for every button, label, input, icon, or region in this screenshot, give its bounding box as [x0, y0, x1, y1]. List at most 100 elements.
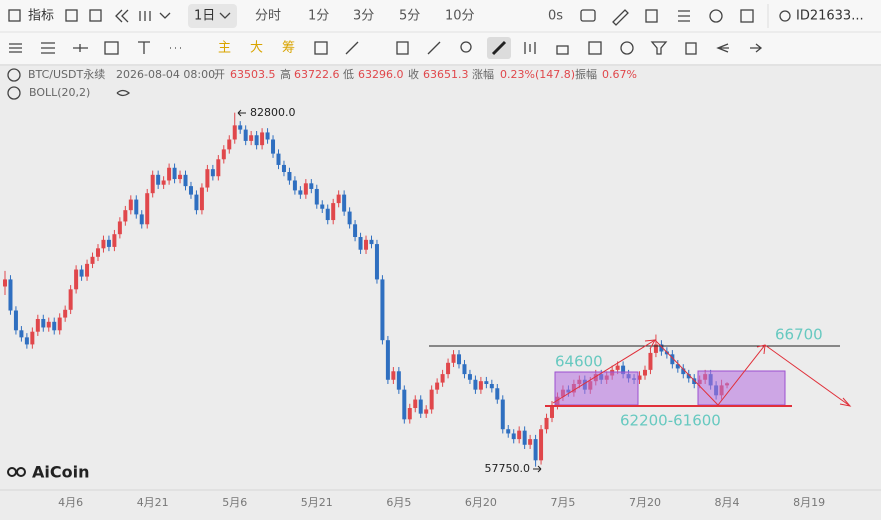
undo-icon[interactable]	[716, 43, 729, 53]
amplitude-label: 振幅	[575, 67, 597, 81]
visibility-icon[interactable]	[116, 89, 131, 97]
candle-body	[446, 362, 451, 375]
candle-body	[161, 180, 166, 185]
candle-body	[188, 186, 193, 195]
candle-body	[254, 135, 259, 146]
interval-button[interactable]: 1日	[194, 9, 215, 24]
x-tick-label: 4月6	[58, 496, 83, 509]
big-order-button[interactable]: 大	[250, 41, 263, 56]
open-label: 开	[214, 68, 225, 81]
candle-body	[210, 169, 215, 177]
tool-icon[interactable]	[345, 41, 359, 55]
zoom-icon[interactable]	[460, 41, 472, 53]
menu-icon[interactable]	[9, 43, 22, 53]
interval-option[interactable]: 5分	[399, 9, 420, 24]
tool-icon[interactable]	[524, 42, 536, 54]
candle-body	[358, 237, 363, 250]
candle-body	[281, 164, 286, 172]
candle-body	[74, 269, 79, 290]
candle-body	[167, 167, 172, 181]
x-tick-label: 8月4	[715, 496, 740, 509]
interval-option[interactable]: 分时	[255, 9, 281, 24]
brush-icon[interactable]	[491, 40, 507, 56]
filter-icon[interactable]	[650, 41, 668, 55]
dropdown-icon[interactable]	[159, 12, 171, 19]
candle-body	[117, 221, 122, 235]
lock-icon[interactable]	[556, 45, 569, 55]
candle-body	[429, 389, 434, 410]
candle-body	[276, 153, 281, 165]
x-tick-label: 6月20	[465, 496, 497, 509]
arrow	[533, 465, 542, 473]
candle-body	[156, 174, 161, 185]
candle-body	[642, 369, 647, 376]
candle-body	[271, 139, 276, 154]
candle-body	[52, 321, 57, 331]
candle-body	[364, 239, 369, 250]
interval-option[interactable]: 1分	[308, 9, 329, 24]
interval-option[interactable]: 10分	[445, 9, 475, 24]
candle-body	[347, 211, 352, 225]
interval-selected[interactable]	[188, 4, 237, 28]
tool-icon[interactable]	[588, 41, 602, 55]
camera-icon[interactable]	[580, 9, 596, 22]
tool-icon[interactable]	[396, 41, 409, 55]
change-label: 涨幅	[472, 68, 494, 81]
tool-icon[interactable]	[314, 41, 328, 55]
candle-body	[238, 125, 243, 130]
account-icon[interactable]	[779, 10, 791, 22]
candle-body	[3, 279, 7, 287]
delete-icon[interactable]	[685, 42, 697, 55]
candle-body	[57, 317, 62, 331]
grid-icon[interactable]	[89, 9, 102, 22]
candle-body	[320, 204, 325, 209]
high-annotation: 82800.0	[250, 106, 296, 119]
indicators-button[interactable]: 指标	[28, 9, 54, 24]
account-id[interactable]: ID21633...	[796, 9, 864, 24]
candle-body	[675, 364, 680, 369]
candle-body	[522, 430, 527, 445]
fullscreen-icon[interactable]	[740, 9, 754, 23]
candle-style-icon[interactable]	[139, 11, 151, 21]
candle-body	[374, 244, 379, 280]
share-icon[interactable]	[645, 9, 658, 23]
interval-option[interactable]: 3分	[353, 9, 374, 24]
pen-icon[interactable]	[612, 9, 629, 26]
hline-icon[interactable]	[73, 44, 88, 52]
candle-body	[106, 239, 111, 247]
candle-body	[670, 354, 675, 365]
candle-body	[260, 132, 265, 146]
candle-body	[139, 214, 144, 225]
redo-icon[interactable]	[750, 43, 763, 53]
candle-body	[440, 374, 445, 383]
collapse-icon[interactable]	[7, 68, 21, 82]
magnet-icon[interactable]	[620, 41, 634, 55]
main-force-button[interactable]: 主	[218, 41, 231, 56]
list-icon[interactable]	[678, 10, 690, 22]
candle-body	[391, 371, 396, 380]
rect-icon[interactable]	[104, 41, 119, 55]
collapse-icon[interactable]	[7, 86, 21, 100]
lines-icon[interactable]	[41, 42, 55, 54]
layout-icon[interactable]	[65, 9, 78, 22]
text-icon[interactable]	[138, 41, 150, 54]
logo-mark	[7, 467, 17, 477]
x-tick-label: 6月5	[386, 496, 411, 509]
settings-icon[interactable]	[709, 9, 723, 23]
indicator-icon[interactable]	[8, 9, 21, 22]
candle-body	[418, 399, 423, 414]
candle-body	[484, 381, 489, 384]
candle-body	[243, 129, 248, 141]
candle-body	[8, 279, 13, 311]
time: 2026-08-04 08:00	[116, 68, 215, 81]
chips-button[interactable]: 筹	[282, 40, 295, 56]
dropdown-icon[interactable]	[219, 12, 231, 19]
logo-mark	[16, 467, 26, 477]
back-icon[interactable]	[115, 9, 129, 23]
candle-body	[134, 199, 139, 215]
candle-body	[63, 309, 68, 318]
ruler-icon[interactable]	[427, 41, 441, 55]
candle-body	[199, 187, 204, 211]
candle-body	[385, 340, 390, 380]
